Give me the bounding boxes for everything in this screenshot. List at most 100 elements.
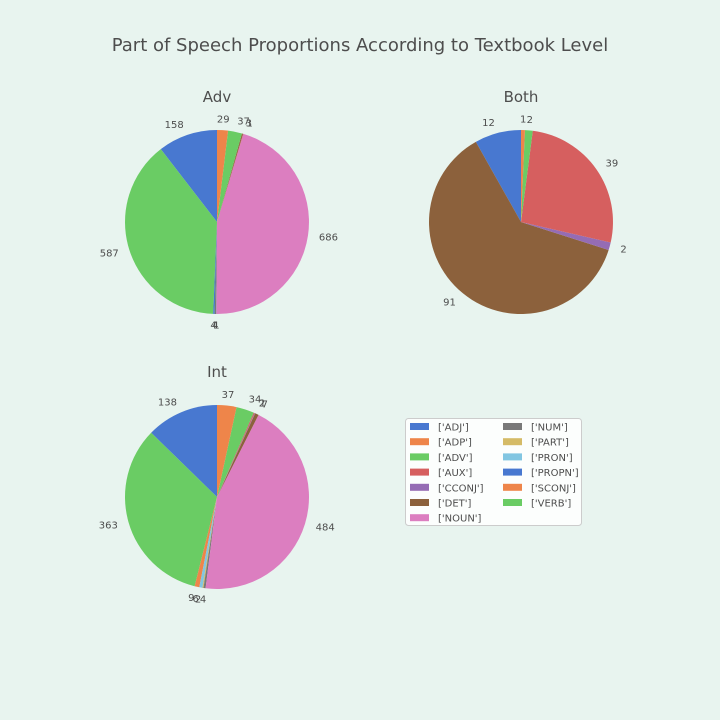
legend-swatch xyxy=(410,423,429,430)
legend-swatch xyxy=(410,453,429,461)
pie-title: Int xyxy=(207,363,227,381)
legend-swatch xyxy=(410,514,429,522)
pie-slice xyxy=(213,222,217,314)
slice-value-label: 4 xyxy=(212,321,218,332)
legend-label: ['ADJ'] xyxy=(438,423,469,434)
pie-slice xyxy=(217,130,229,222)
pie-slice xyxy=(217,407,254,497)
pie-slice xyxy=(217,413,256,497)
legend: ['ADJ'] ['ADP'] ['ADV'] ['AUX'] ['CCONJ'] ['D… xyxy=(405,418,582,526)
pie-title: Adv xyxy=(203,88,232,106)
legend-entry: ['PROPN'] xyxy=(503,468,579,479)
legend-label: ['PROPN'] xyxy=(531,468,579,479)
legend-swatch xyxy=(410,438,429,446)
legend-entry: ['CCONJ'] xyxy=(410,483,484,494)
pie-slice xyxy=(216,133,309,315)
legend-entry: ['SCONJ'] xyxy=(503,483,576,494)
slice-value-label: 1 xyxy=(520,115,526,126)
pie-slice xyxy=(217,413,259,497)
legend-entry: ['ADJ'] xyxy=(410,423,469,434)
legend-swatch xyxy=(503,483,522,491)
pie-slice xyxy=(125,149,217,314)
legend-swatch xyxy=(503,423,522,430)
legend-entry: ['PART'] xyxy=(503,438,569,449)
pie-slice xyxy=(205,414,310,589)
legend-swatch xyxy=(410,468,429,476)
legend-swatch xyxy=(410,483,429,491)
pie-slice xyxy=(475,130,521,222)
pie-title: Both xyxy=(504,88,539,106)
legend-label: ['AUX'] xyxy=(438,468,472,479)
slice-value-label: 9 xyxy=(188,593,194,604)
slice-value-label: 37 xyxy=(222,390,235,401)
slice-value-label: 4 xyxy=(200,595,206,606)
slice-value-label: 7 xyxy=(262,400,268,411)
legend-label: ['PART'] xyxy=(531,438,569,449)
slice-value-label: 3 xyxy=(246,119,252,130)
slice-value-label: 1 xyxy=(246,119,252,130)
slice-value-label: 34 xyxy=(249,394,262,405)
slice-value-label: 484 xyxy=(316,523,335,534)
legend-entry: ['ADV'] xyxy=(410,453,473,464)
slice-value-label: 6 xyxy=(193,594,199,605)
pie-slice xyxy=(521,130,613,243)
slice-value-label: 4 xyxy=(210,321,216,332)
legend-label: ['NOUN'] xyxy=(438,514,482,525)
pie-slice xyxy=(203,497,217,589)
legend-label: ['PRON'] xyxy=(531,453,573,464)
legend-swatch xyxy=(503,499,522,506)
pie-slice xyxy=(217,130,242,222)
slice-value-label: 587 xyxy=(100,249,119,260)
slice-value-label: 37 xyxy=(237,117,250,128)
legend-label: ['SCONJ'] xyxy=(531,483,576,494)
legend-swatch xyxy=(410,499,429,506)
slice-value-label: 2 xyxy=(259,398,265,409)
legend-swatch xyxy=(503,453,522,461)
legend-label: ['NUM'] xyxy=(531,423,568,434)
pie-slice xyxy=(216,222,217,315)
pie-slice xyxy=(217,133,244,222)
slice-value-label: 1 xyxy=(213,321,219,332)
legend-entry: ['DET'] xyxy=(410,499,472,510)
pie-slice xyxy=(521,129,525,222)
slice-value-label: 12 xyxy=(482,118,495,129)
slice-value-label: 91 xyxy=(443,297,456,308)
legend-frame xyxy=(405,418,582,526)
legend-entry: ['AUX'] xyxy=(410,468,472,479)
legend-label: ['ADV'] xyxy=(438,453,473,464)
slice-value-label: 686 xyxy=(319,233,338,244)
legend-swatch xyxy=(503,438,522,446)
legend-label: ['CCONJ'] xyxy=(438,483,484,494)
slice-value-label: 138 xyxy=(158,398,177,409)
legend-swatch xyxy=(503,468,522,476)
legend-label: ['DET'] xyxy=(438,499,472,510)
slice-value-label: 2 xyxy=(195,594,201,605)
pie-slice xyxy=(160,130,217,222)
legend-entry: ['PRON'] xyxy=(503,453,573,464)
pie-slice xyxy=(429,141,609,314)
pie-charts: Adv158587441686133729Both129123921Int138… xyxy=(99,88,627,606)
legend-entry: ['VERB'] xyxy=(503,499,571,510)
pie-slice xyxy=(199,497,217,588)
pie-slice xyxy=(202,497,217,588)
slice-value-label: 29 xyxy=(217,115,230,126)
pie-slice xyxy=(217,412,255,497)
pie-slice xyxy=(217,405,237,497)
slice-value-label: 39 xyxy=(606,159,619,170)
pie-slice xyxy=(151,405,217,497)
pie-slice xyxy=(521,130,533,222)
pie-slice xyxy=(521,222,611,251)
pie-slice xyxy=(194,497,217,588)
chart-title: Part of Speech Proportions According to … xyxy=(112,35,609,56)
slice-value-label: 1 xyxy=(260,399,266,410)
slice-value-label: 158 xyxy=(165,120,184,131)
legend-label: ['VERB'] xyxy=(531,499,571,510)
pie-slice xyxy=(124,432,217,587)
slice-value-label: 2 xyxy=(620,245,626,256)
legend-entry: ['NUM'] xyxy=(503,423,568,434)
